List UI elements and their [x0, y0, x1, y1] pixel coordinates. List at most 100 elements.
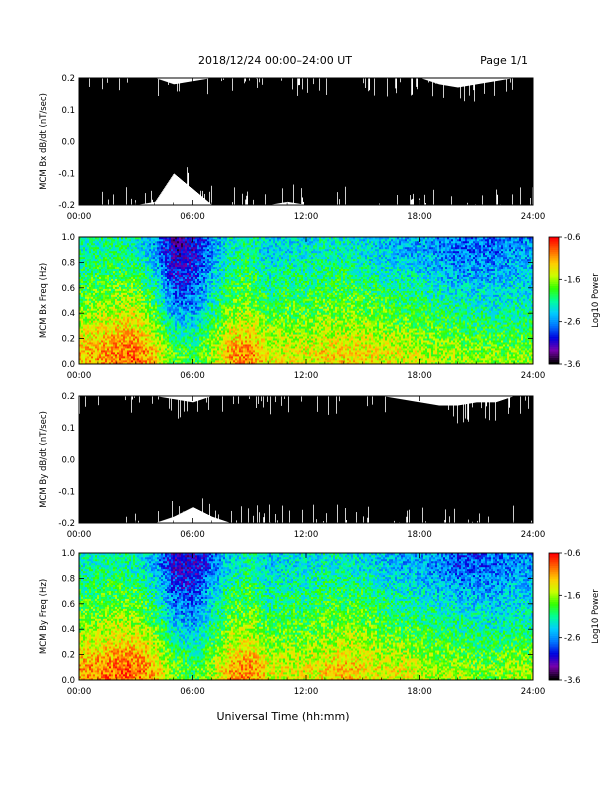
spectrogram-cell: [101, 360, 104, 363]
spectrogram-cell: [119, 330, 122, 333]
spectrogram-cell: [131, 326, 134, 329]
spectrogram-cell: [123, 266, 126, 270]
spectrogram-cell: [201, 352, 204, 355]
spectrogram-cell: [147, 304, 150, 307]
spectrogram-cell: [131, 292, 134, 295]
spectrogram-cell: [199, 340, 202, 343]
spectrogram-cell: [203, 320, 206, 323]
waveform-bar: [357, 78, 359, 205]
spectrogram-cell: [123, 290, 126, 293]
spectrogram-cell: [161, 310, 164, 313]
spectrogram-cell: [201, 288, 204, 291]
spectrogram-cell: [123, 344, 126, 347]
spectrogram-cell: [217, 294, 220, 297]
spectrogram-cell: [87, 348, 90, 351]
spectrogram-cell: [85, 356, 88, 359]
waveform-bar: [251, 78, 253, 205]
spectrogram-cell: [195, 290, 198, 293]
spectrogram-cell: [171, 330, 174, 333]
spectrogram-cell: [187, 354, 190, 357]
spectrogram-cell: [131, 334, 134, 337]
spectrogram-cell: [189, 352, 192, 355]
spectrogram-cell: [161, 246, 164, 250]
spectrogram-cell: [183, 312, 186, 315]
spectrogram-cell: [117, 342, 120, 345]
spectrogram-cell: [103, 310, 106, 313]
spectrogram-cell: [95, 324, 98, 327]
waveform-bar: [250, 78, 252, 205]
spectrogram-cell: [207, 278, 210, 281]
spectrogram-cell: [89, 262, 92, 266]
spectrogram-cell: [167, 246, 170, 250]
spectrogram-cell: [201, 254, 204, 258]
spectrogram-cell: [111, 338, 114, 341]
spectrogram-cell: [151, 358, 154, 361]
spectrogram-cell: [135, 256, 138, 260]
spectrogram-cell: [201, 320, 204, 323]
spectrogram-cell: [173, 352, 176, 355]
spectrogram-cell: [193, 250, 196, 254]
spectrogram-cell: [151, 360, 154, 363]
spectrogram-cell: [121, 314, 124, 317]
spectrogram-cell: [151, 338, 154, 341]
spectrogram-cell: [81, 360, 84, 363]
waveform-bar: [513, 78, 515, 205]
spectrogram-cell: [171, 358, 174, 361]
spectrogram-cell: [107, 358, 110, 361]
spectrogram-cell: [121, 316, 124, 319]
waveform-bar: [521, 78, 523, 205]
spectrogram-cell: [93, 270, 96, 274]
spectrogram-cell: [129, 260, 132, 264]
waveform-bar: [509, 78, 511, 205]
waveform-bar: [316, 78, 318, 205]
spectrogram-cell: [115, 312, 118, 315]
spectrogram-cell: [105, 324, 108, 327]
spectrogram-cell: [117, 256, 120, 260]
spectrogram-cell: [123, 324, 126, 327]
spectrogram-cell: [149, 274, 152, 277]
spectrogram-cell: [193, 252, 196, 256]
spectrogram-cell: [181, 348, 184, 351]
spectrogram-cell: [145, 260, 148, 264]
spectrogram-cell: [93, 320, 96, 323]
spectrogram-cell: [111, 290, 114, 293]
spectrogram-cell: [137, 278, 140, 281]
spectrogram-cell: [95, 334, 98, 337]
spectrogram-cell: [157, 342, 160, 345]
spectrogram-cell: [133, 248, 136, 252]
spectrogram-cell: [195, 262, 198, 266]
spectrogram-cell: [159, 240, 162, 244]
spectrogram-cell: [179, 250, 182, 254]
spectrogram-cell: [191, 344, 194, 347]
spectrogram-cell: [189, 362, 192, 365]
waveform-bar: [286, 78, 288, 203]
spectrogram-cell: [99, 342, 102, 345]
spectrogram-cell: [125, 360, 128, 363]
spectrogram-cell: [163, 340, 166, 343]
spectrogram-cell: [195, 312, 198, 315]
spectrogram-cell: [173, 320, 176, 323]
spectrogram-cell: [217, 282, 220, 285]
spectrogram-cell: [217, 356, 220, 359]
spectrogram-cell: [191, 256, 194, 260]
spectrogram-cell: [115, 266, 118, 270]
waveform-bar: [382, 78, 384, 205]
spectrogram-cell: [141, 322, 144, 325]
waveform-bar: [445, 85, 447, 205]
spectrogram-cell: [147, 276, 150, 279]
spectrogram-cell: [145, 362, 148, 365]
spectrogram-cell: [195, 272, 198, 276]
spectrogram-cell: [79, 256, 82, 260]
spectrogram-cell: [189, 312, 192, 315]
waveform-bar: [269, 78, 271, 205]
spectrogram-cell: [159, 308, 162, 311]
waveform-bar: [434, 82, 436, 205]
spectrogram-cell: [189, 240, 192, 244]
spectrogram-cell: [185, 292, 188, 295]
spectrogram-cell: [179, 318, 182, 321]
spectrogram-cell: [115, 332, 118, 335]
waveform-bar: [210, 78, 212, 204]
spectrogram-cell: [201, 356, 204, 359]
spectrogram-cell: [131, 270, 134, 274]
spectrogram-cell: [145, 274, 148, 277]
